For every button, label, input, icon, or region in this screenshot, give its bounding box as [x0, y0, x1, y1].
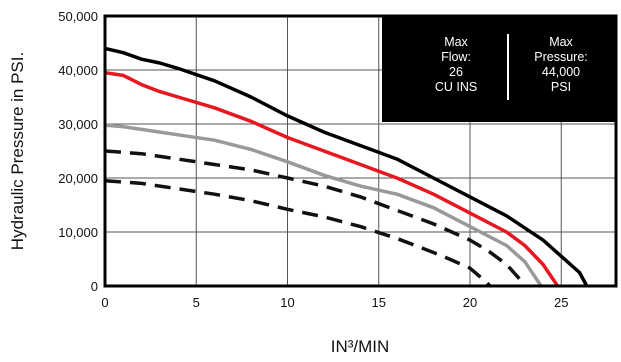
series-layer — [104, 46, 589, 288]
y-tick-label: 0 — [91, 279, 98, 294]
y-tick-label: 10,000 — [58, 225, 98, 240]
max-flow-line-3: 26 — [449, 65, 463, 79]
y-axis-title: Hydraulic Pressure in PSI. — [8, 52, 27, 250]
max-pressure-line-1: Max — [549, 35, 573, 49]
series-line-4 — [104, 149, 527, 287]
max-pressure-line-4: PSI — [551, 80, 571, 94]
x-tick-label: 0 — [101, 295, 108, 310]
max-pressure-line-2: Pressure: — [534, 50, 588, 64]
series-line-5 — [104, 178, 492, 288]
max-flow-line-1: Max — [444, 35, 468, 49]
x-axis-title: IN³/MIN — [331, 337, 390, 356]
x-tick-label: 15 — [372, 295, 386, 310]
series-line-1 — [104, 46, 589, 287]
x-tick-label: 5 — [193, 295, 200, 310]
info-box: Max Flow: 26 CU INS Max Pressure: 44,000… — [382, 16, 616, 122]
y-tick-label: 50,000 — [58, 9, 98, 24]
x-tick-label: 25 — [554, 295, 568, 310]
x-tick-label: 10 — [280, 295, 294, 310]
x-tick-labels: 0 5 10 15 20 25 — [101, 295, 568, 310]
max-flow-line-4: CU INS — [435, 80, 477, 94]
y-tick-label: 30,000 — [58, 117, 98, 132]
plot-frame — [103, 14, 618, 288]
x-tick-label: 20 — [463, 295, 477, 310]
series-line-2 — [104, 70, 560, 287]
series-line-3 — [104, 123, 543, 287]
max-flow-line-2: Flow: — [441, 50, 471, 64]
y-tick-label: 40,000 — [58, 63, 98, 78]
info-box-background — [382, 16, 616, 122]
max-pressure-line-3: 44,000 — [542, 65, 580, 79]
y-tick-labels: 0 10,000 20,000 30,000 40,000 50,000 — [58, 9, 98, 294]
y-tick-label: 20,000 — [58, 171, 98, 186]
